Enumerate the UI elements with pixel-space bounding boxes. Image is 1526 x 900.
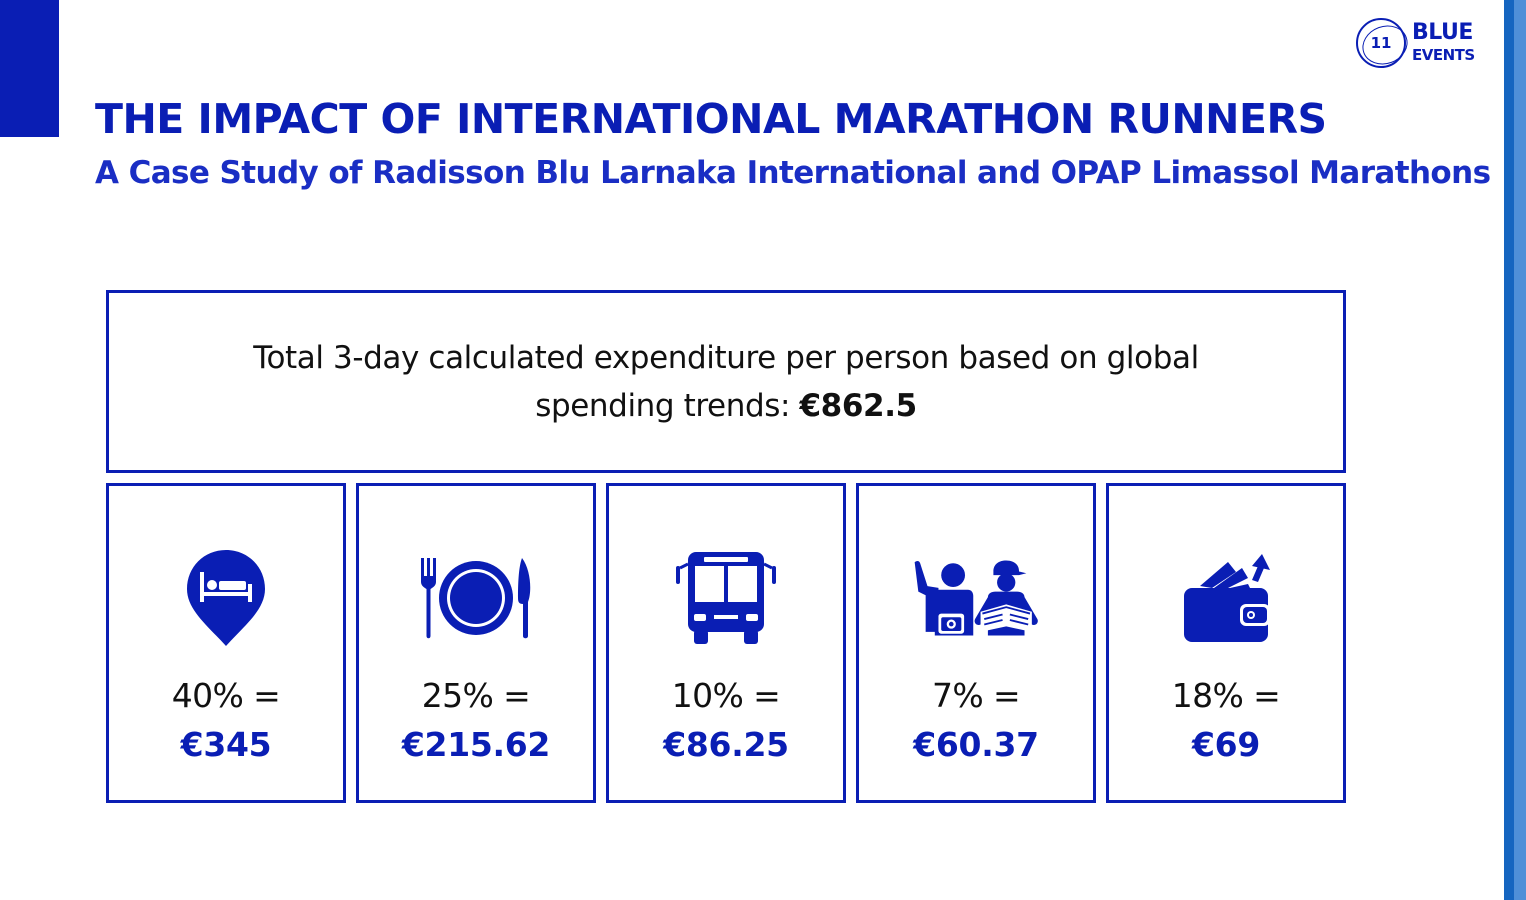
logo-line-1: BLUE: [1412, 20, 1473, 45]
hotel-bed-pin-icon: [161, 548, 291, 648]
category-card-food: 25% = €215.62: [356, 483, 596, 803]
accent-block: [0, 0, 59, 137]
summary-text: Total 3-day calculated expenditure per p…: [253, 334, 1199, 430]
category-percent: 18% =: [1171, 676, 1281, 715]
category-percent: 40% =: [171, 676, 281, 715]
category-percent: 25% =: [421, 676, 531, 715]
category-amount: €86.25: [663, 725, 789, 764]
summary-line-2-label: spending trends:: [535, 387, 800, 424]
category-card-accommodation: 40% = €345: [106, 483, 346, 803]
summary-box: Total 3-day calculated expenditure per p…: [106, 290, 1346, 473]
logo: 11 BLUE EVENTS: [1354, 16, 1484, 72]
summary-line-1: Total 3-day calculated expenditure per p…: [253, 339, 1199, 376]
page-subtitle: A Case Study of Radisson Blu Larnaka Int…: [95, 155, 1491, 191]
page-title: THE IMPACT OF INTERNATIONAL MARATHON RUN…: [95, 95, 1327, 143]
category-percent: 7% =: [931, 676, 1021, 715]
plate-fork-knife-icon: [411, 548, 541, 648]
summary-line-2: spending trends: €862.5: [253, 382, 1199, 430]
category-percent: 10% =: [671, 676, 781, 715]
category-card-tourism: 7% = €60.37: [856, 483, 1096, 803]
logo-number: 11: [1370, 34, 1392, 52]
wallet-money-up-icon: [1161, 548, 1291, 648]
tourists-camera-map-icon: [911, 548, 1041, 648]
category-amount: €69: [1192, 725, 1260, 764]
category-card-shopping: 18% = €69: [1106, 483, 1346, 803]
logo-line-2: EVENTS: [1412, 46, 1475, 64]
logo-badge: 11: [1356, 18, 1406, 68]
summary-amount: €862.5: [799, 387, 918, 424]
category-card-transport: 10% = €86.25: [606, 483, 846, 803]
category-amount: €60.37: [913, 725, 1039, 764]
edge-stripe: [1504, 0, 1526, 900]
category-amount: €345: [180, 725, 272, 764]
bus-icon: [661, 548, 791, 648]
category-amount: €215.62: [401, 725, 551, 764]
